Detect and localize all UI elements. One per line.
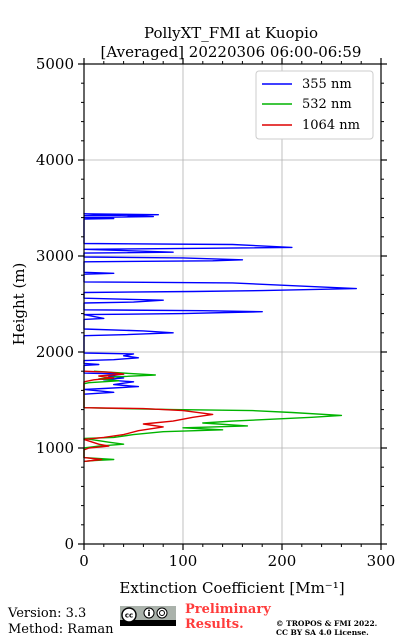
- x-axis-label: Extinction Coefficient [Mm⁻¹]: [119, 579, 344, 597]
- preliminary-line1: Preliminary: [185, 602, 271, 617]
- legend-box: [255, 70, 374, 140]
- x-tick-label: 0: [79, 552, 89, 570]
- version-info: Version: 3.3 Method: Raman: [8, 606, 114, 638]
- y-tick-label: 0: [64, 535, 74, 553]
- cc-by-sa-logo: cc: [120, 606, 176, 626]
- y-tick-label: 3000: [36, 247, 74, 265]
- preliminary-line2: Results.: [185, 617, 244, 632]
- x-tick-label: 300: [367, 552, 396, 570]
- chart-title-line1: PollyXT_FMI at Kuopio: [144, 24, 318, 42]
- copyright-notice: © TROPOS & FMI 2022. CC BY SA 4.0 Licens…: [276, 619, 377, 637]
- y-tick-label: 4000: [36, 151, 74, 169]
- copyright-line1: © TROPOS & FMI 2022.: [276, 619, 378, 628]
- plot-frame: [83, 63, 382, 545]
- svg-text:cc: cc: [125, 612, 133, 620]
- legend-label-1064: 1064 nm: [302, 118, 360, 133]
- x-tick-label: 100: [169, 552, 198, 570]
- legend: 355 nm 532 nm 1064 nm: [255, 70, 374, 140]
- series-lines: [83, 213, 357, 463]
- chart-title-line2: [Averaged] 20220306 06:00-06:59: [101, 43, 362, 61]
- y-axis-label: Height (m): [10, 263, 28, 346]
- legend-label-532: 532 nm: [302, 97, 352, 112]
- y-tick-label: 5000: [36, 55, 74, 73]
- method-text: Method: Raman: [8, 622, 114, 637]
- x-tick-label: 200: [268, 552, 297, 570]
- extinction-profile-chart: PollyXT_FMI at Kuopio [Averaged] 2022030…: [10, 24, 396, 597]
- y-tick-label: 1000: [36, 439, 74, 457]
- series-line-355-nm: [83, 213, 357, 395]
- legend-label-355: 355 nm: [302, 77, 352, 92]
- copyright-line2: CC BY SA 4.0 License.: [276, 628, 369, 637]
- version-text: Version: 3.3: [8, 606, 87, 621]
- y-tick-label: 2000: [36, 343, 74, 361]
- series-line-532-nm: [83, 370, 343, 463]
- series-line-1064-nm: [83, 370, 214, 463]
- preliminary-notice: Preliminary Results.: [185, 602, 271, 632]
